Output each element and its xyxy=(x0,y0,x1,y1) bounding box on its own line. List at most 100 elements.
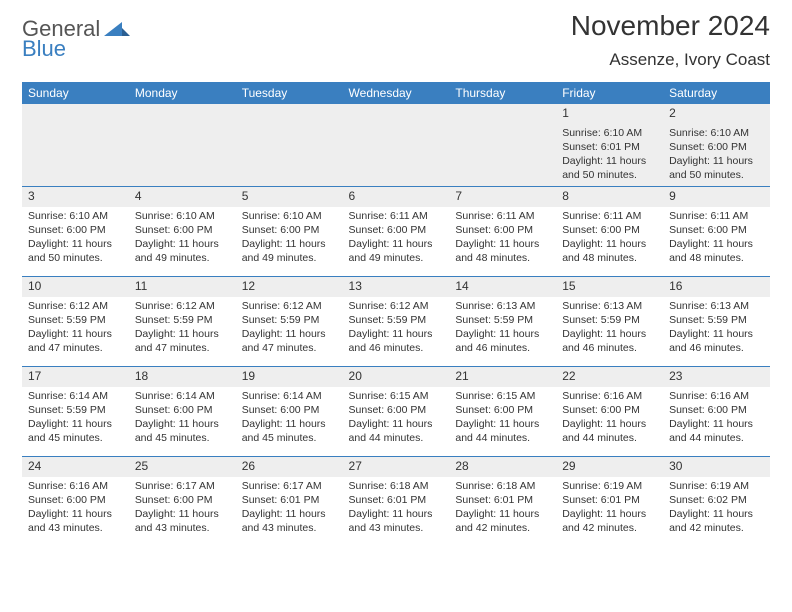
day-details: Sunrise: 6:14 AMSunset: 5:59 PMDaylight:… xyxy=(22,387,129,450)
calendar-cell: 23Sunrise: 6:16 AMSunset: 6:00 PMDayligh… xyxy=(663,367,770,457)
calendar-cell: 16Sunrise: 6:13 AMSunset: 5:59 PMDayligh… xyxy=(663,277,770,367)
calendar-cell: 1Sunrise: 6:10 AMSunset: 6:01 PMDaylight… xyxy=(556,104,663,187)
day-details: Sunrise: 6:16 AMSunset: 6:00 PMDaylight:… xyxy=(556,387,663,450)
day-number: 6 xyxy=(343,187,450,207)
day-details: Sunrise: 6:18 AMSunset: 6:01 PMDaylight:… xyxy=(449,477,556,540)
day-number: 2 xyxy=(663,104,770,124)
calendar-cell: 21Sunrise: 6:15 AMSunset: 6:00 PMDayligh… xyxy=(449,367,556,457)
day-details: Sunrise: 6:15 AMSunset: 6:00 PMDaylight:… xyxy=(449,387,556,450)
day-details: Sunrise: 6:13 AMSunset: 5:59 PMDaylight:… xyxy=(449,297,556,360)
day-number: 4 xyxy=(129,187,236,207)
calendar-cell: 10Sunrise: 6:12 AMSunset: 5:59 PMDayligh… xyxy=(22,277,129,367)
day-details: Sunrise: 6:13 AMSunset: 5:59 PMDaylight:… xyxy=(556,297,663,360)
header: General Blue November 2024 Assenze, Ivor… xyxy=(22,10,770,82)
calendar-cell: 25Sunrise: 6:17 AMSunset: 6:00 PMDayligh… xyxy=(129,457,236,547)
day-details: Sunrise: 6:12 AMSunset: 5:59 PMDaylight:… xyxy=(343,297,450,360)
calendar-row: 10Sunrise: 6:12 AMSunset: 5:59 PMDayligh… xyxy=(22,277,770,367)
calendar-cell: 2Sunrise: 6:10 AMSunset: 6:00 PMDaylight… xyxy=(663,104,770,187)
day-number: 23 xyxy=(663,367,770,387)
day-number: 10 xyxy=(22,277,129,297)
day-number: 14 xyxy=(449,277,556,297)
day-details: Sunrise: 6:16 AMSunset: 6:00 PMDaylight:… xyxy=(663,387,770,450)
day-details: Sunrise: 6:11 AMSunset: 6:00 PMDaylight:… xyxy=(556,207,663,270)
calendar-cell: 12Sunrise: 6:12 AMSunset: 5:59 PMDayligh… xyxy=(236,277,343,367)
calendar-cell: 7Sunrise: 6:11 AMSunset: 6:00 PMDaylight… xyxy=(449,187,556,277)
day-number: 22 xyxy=(556,367,663,387)
day-details: Sunrise: 6:11 AMSunset: 6:00 PMDaylight:… xyxy=(449,207,556,270)
calendar-cell: 3Sunrise: 6:10 AMSunset: 6:00 PMDaylight… xyxy=(22,187,129,277)
day-number: 17 xyxy=(22,367,129,387)
day-details: Sunrise: 6:12 AMSunset: 5:59 PMDaylight:… xyxy=(129,297,236,360)
day-number: 20 xyxy=(343,367,450,387)
calendar-table: SundayMondayTuesdayWednesdayThursdayFrid… xyxy=(22,82,770,547)
day-header: Monday xyxy=(129,82,236,104)
calendar-row: 24Sunrise: 6:16 AMSunset: 6:00 PMDayligh… xyxy=(22,457,770,547)
day-number: 19 xyxy=(236,367,343,387)
triangle-icon xyxy=(104,20,130,45)
logo: General Blue xyxy=(22,18,130,60)
day-number: 26 xyxy=(236,457,343,477)
calendar-cell: 22Sunrise: 6:16 AMSunset: 6:00 PMDayligh… xyxy=(556,367,663,457)
calendar-cell: 15Sunrise: 6:13 AMSunset: 5:59 PMDayligh… xyxy=(556,277,663,367)
day-details: Sunrise: 6:14 AMSunset: 6:00 PMDaylight:… xyxy=(236,387,343,450)
day-header: Wednesday xyxy=(343,82,450,104)
day-number: 21 xyxy=(449,367,556,387)
day-header: Tuesday xyxy=(236,82,343,104)
day-details: Sunrise: 6:10 AMSunset: 6:00 PMDaylight:… xyxy=(663,124,770,187)
day-details: Sunrise: 6:11 AMSunset: 6:00 PMDaylight:… xyxy=(663,207,770,270)
calendar-cell: 5Sunrise: 6:10 AMSunset: 6:00 PMDaylight… xyxy=(236,187,343,277)
day-details: Sunrise: 6:10 AMSunset: 6:00 PMDaylight:… xyxy=(236,207,343,270)
day-number: 13 xyxy=(343,277,450,297)
day-number: 29 xyxy=(556,457,663,477)
location: Assenze, Ivory Coast xyxy=(571,50,770,70)
calendar-cell: 27Sunrise: 6:18 AMSunset: 6:01 PMDayligh… xyxy=(343,457,450,547)
day-details: Sunrise: 6:15 AMSunset: 6:00 PMDaylight:… xyxy=(343,387,450,450)
calendar-cell: 30Sunrise: 6:19 AMSunset: 6:02 PMDayligh… xyxy=(663,457,770,547)
logo-word-blue: Blue xyxy=(22,38,100,60)
calendar-cell: 4Sunrise: 6:10 AMSunset: 6:00 PMDaylight… xyxy=(129,187,236,277)
day-details: Sunrise: 6:13 AMSunset: 5:59 PMDaylight:… xyxy=(663,297,770,360)
day-number: 7 xyxy=(449,187,556,207)
day-number: 24 xyxy=(22,457,129,477)
day-details: Sunrise: 6:10 AMSunset: 6:01 PMDaylight:… xyxy=(556,124,663,187)
day-details: Sunrise: 6:10 AMSunset: 6:00 PMDaylight:… xyxy=(129,207,236,270)
day-details: Sunrise: 6:12 AMSunset: 5:59 PMDaylight:… xyxy=(22,297,129,360)
calendar-cell: 20Sunrise: 6:15 AMSunset: 6:00 PMDayligh… xyxy=(343,367,450,457)
calendar-cell: 29Sunrise: 6:19 AMSunset: 6:01 PMDayligh… xyxy=(556,457,663,547)
calendar-cell: 19Sunrise: 6:14 AMSunset: 6:00 PMDayligh… xyxy=(236,367,343,457)
day-header: Saturday xyxy=(663,82,770,104)
day-details: Sunrise: 6:11 AMSunset: 6:00 PMDaylight:… xyxy=(343,207,450,270)
day-number: 8 xyxy=(556,187,663,207)
calendar-row: 3Sunrise: 6:10 AMSunset: 6:00 PMDaylight… xyxy=(22,187,770,277)
day-details: Sunrise: 6:10 AMSunset: 6:00 PMDaylight:… xyxy=(22,207,129,270)
calendar-cell: 26Sunrise: 6:17 AMSunset: 6:01 PMDayligh… xyxy=(236,457,343,547)
day-number: 28 xyxy=(449,457,556,477)
day-number: 25 xyxy=(129,457,236,477)
day-number: 3 xyxy=(22,187,129,207)
day-header: Friday xyxy=(556,82,663,104)
day-number: 27 xyxy=(343,457,450,477)
calendar-cell: 24Sunrise: 6:16 AMSunset: 6:00 PMDayligh… xyxy=(22,457,129,547)
month-title: November 2024 xyxy=(571,10,770,42)
calendar-cell: 13Sunrise: 6:12 AMSunset: 5:59 PMDayligh… xyxy=(343,277,450,367)
day-details: Sunrise: 6:16 AMSunset: 6:00 PMDaylight:… xyxy=(22,477,129,540)
calendar-cell: 14Sunrise: 6:13 AMSunset: 5:59 PMDayligh… xyxy=(449,277,556,367)
calendar-cell: 28Sunrise: 6:18 AMSunset: 6:01 PMDayligh… xyxy=(449,457,556,547)
day-number: 16 xyxy=(663,277,770,297)
spacer-row: 1Sunrise: 6:10 AMSunset: 6:01 PMDaylight… xyxy=(22,104,770,187)
calendar-cell: 6Sunrise: 6:11 AMSunset: 6:00 PMDaylight… xyxy=(343,187,450,277)
calendar-cell: 17Sunrise: 6:14 AMSunset: 5:59 PMDayligh… xyxy=(22,367,129,457)
day-header: Sunday xyxy=(22,82,129,104)
day-number: 18 xyxy=(129,367,236,387)
day-number: 1 xyxy=(556,104,663,124)
day-details: Sunrise: 6:19 AMSunset: 6:01 PMDaylight:… xyxy=(556,477,663,540)
calendar-cell: 11Sunrise: 6:12 AMSunset: 5:59 PMDayligh… xyxy=(129,277,236,367)
day-number: 12 xyxy=(236,277,343,297)
logo-text: General Blue xyxy=(22,18,100,60)
calendar-cell: 18Sunrise: 6:14 AMSunset: 6:00 PMDayligh… xyxy=(129,367,236,457)
calendar-cell: 9Sunrise: 6:11 AMSunset: 6:00 PMDaylight… xyxy=(663,187,770,277)
calendar-header-row: SundayMondayTuesdayWednesdayThursdayFrid… xyxy=(22,82,770,104)
day-number: 5 xyxy=(236,187,343,207)
day-number: 9 xyxy=(663,187,770,207)
day-number: 11 xyxy=(129,277,236,297)
